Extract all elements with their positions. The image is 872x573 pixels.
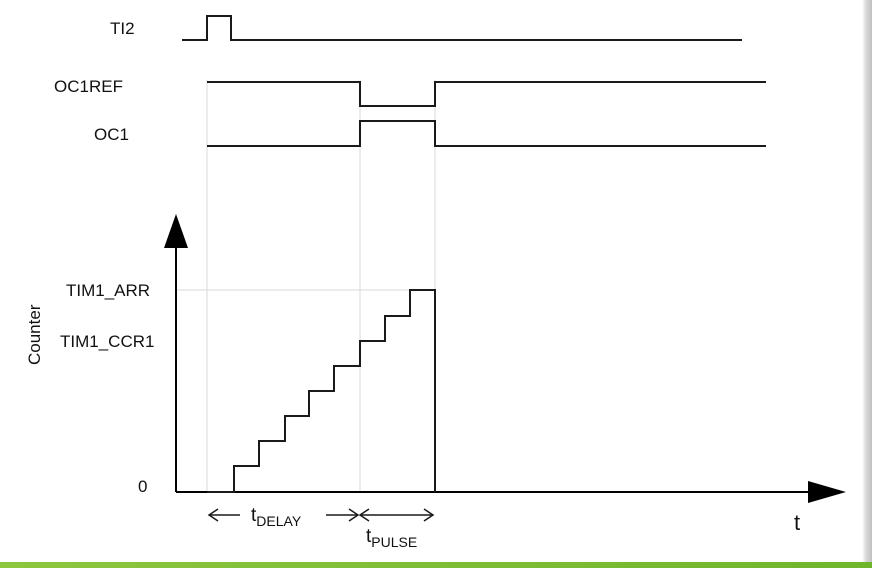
oc1-waveform — [207, 120, 766, 147]
pulse-label: tPULSE — [366, 526, 417, 550]
window-right-edge — [862, 0, 872, 568]
zero-level-label: 0 — [138, 477, 147, 496]
signal-label-ti2: TI2 — [110, 19, 135, 38]
ti2-waveform — [182, 15, 742, 41]
signal-label-oc1: OC1 — [94, 125, 129, 144]
arr-level-label: TIM1_ARR — [66, 281, 150, 300]
signal-label-oc1ref: OC1REF — [54, 77, 123, 96]
time-axis-label: t — [794, 510, 800, 535]
delay-label: tDELAY — [251, 505, 302, 529]
delay-dimension — [207, 508, 360, 522]
counter-axis-label: Counter — [25, 304, 44, 365]
counter-staircase — [207, 289, 436, 493]
oc1ref-waveform — [207, 81, 766, 107]
bottom-accent-bar — [0, 562, 872, 568]
pulse-dimension — [358, 508, 435, 522]
x-axis-arrowhead — [808, 481, 846, 503]
ccr1-level-label: TIM1_CCR1 — [60, 332, 154, 351]
y-axis-arrowhead — [164, 214, 188, 248]
